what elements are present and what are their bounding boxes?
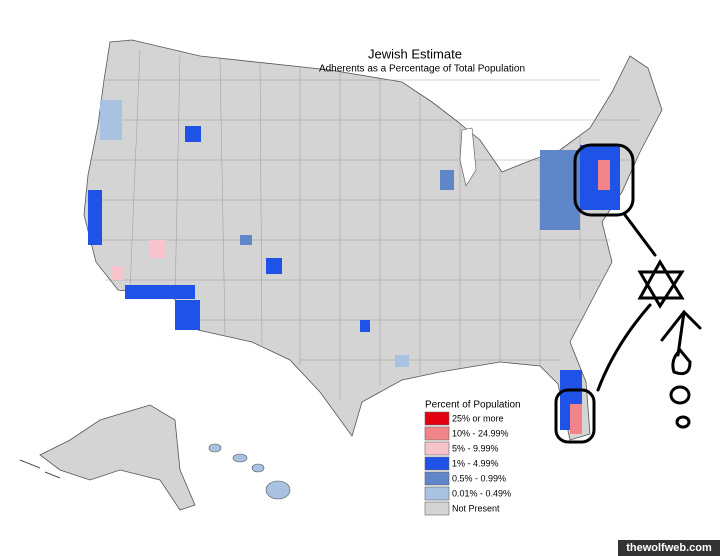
region (100, 100, 122, 140)
region (125, 285, 195, 299)
legend-title: Percent of Population (425, 400, 521, 411)
legend: Percent of Population 25% or more 10% - 2… (424, 400, 521, 516)
region (570, 404, 582, 434)
watermark-box (618, 540, 720, 556)
hawaii (208, 443, 291, 500)
region (440, 170, 454, 190)
legend-swatch (424, 501, 450, 516)
alaska (39, 404, 196, 511)
legend-label: Not Present (452, 503, 500, 513)
region-patches (88, 100, 620, 434)
legend-label: 25% or more (452, 413, 504, 423)
legend-swatch (424, 426, 450, 441)
county-lines (86, 49, 640, 400)
legend-label: 10% - 24.99% (452, 428, 509, 438)
legend-label: 0.01% - 0.49% (452, 488, 511, 498)
watermark: thewolfweb.com (626, 542, 712, 554)
legend-swatch (424, 486, 450, 501)
lake (459, 127, 477, 187)
region (598, 160, 610, 190)
region (360, 320, 370, 332)
region (112, 266, 124, 280)
region (175, 300, 200, 330)
region (185, 126, 201, 142)
region (240, 235, 252, 245)
legend-label: 0.5% - 0.99% (452, 473, 506, 483)
map-subtitle: Adherents as a Percentage of Total Popul… (319, 64, 525, 75)
region (88, 190, 102, 245)
legend-label: 5% - 9.99% (452, 443, 499, 453)
alaska-islands (19, 459, 61, 479)
region (395, 355, 409, 367)
legend-swatch (424, 411, 450, 426)
map-title: Jewish Estimate (368, 46, 462, 61)
legend-swatch (424, 471, 450, 486)
region (150, 240, 166, 258)
legend-swatch (424, 456, 450, 471)
legend-swatch (424, 441, 450, 456)
region (540, 150, 580, 230)
legend-label: 1% - 4.99% (452, 458, 499, 468)
region (266, 258, 282, 274)
doodles (554, 143, 702, 444)
